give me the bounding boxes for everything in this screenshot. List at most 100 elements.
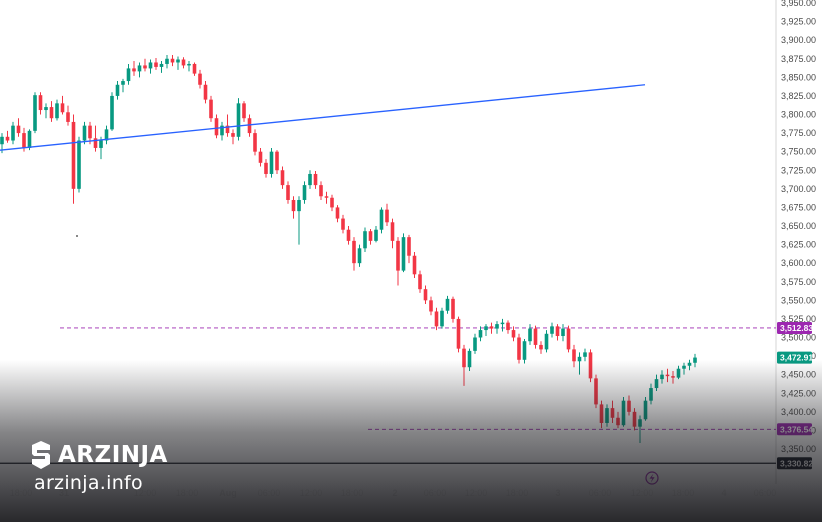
time-tick-label: 06:00 [589,488,612,498]
time-tick-label: 31 [59,488,69,498]
price-tag-label: 3,330.82 [780,458,813,468]
candle [533,325,538,349]
candle [198,69,202,89]
candle [176,56,180,70]
candle [319,181,323,200]
price-tick-label: 3,725.00 [781,165,816,175]
price-tick-label: 3,900.00 [781,35,816,45]
candle [154,58,158,70]
candle [159,60,164,73]
price-tick-label: 3,875.00 [781,54,816,64]
candle [66,105,70,126]
price-tick-label: 3,775.00 [781,128,816,138]
price-tick-label: 3,800.00 [781,110,816,120]
trendline-group[interactable] [0,84,646,151]
candle [209,95,213,122]
candle [269,147,274,178]
candle [412,252,417,279]
candle [335,205,340,223]
candle [242,101,246,122]
candle [258,147,263,167]
candle [60,95,65,115]
candle [71,114,76,204]
candle [539,341,543,354]
candle [401,233,406,273]
candle [374,226,378,243]
price-tick-label: 3,925.00 [781,17,816,27]
candle [511,326,516,342]
candle [495,321,499,334]
candle [588,349,593,383]
candle [407,234,411,264]
price-tick-label: 3,600.00 [781,258,816,268]
candle [489,322,494,334]
price-tag: 3,376.54 [777,423,813,436]
candle [280,166,285,189]
time-tick-label: 12:00 [300,488,323,498]
candle [214,114,219,139]
candle [308,170,312,189]
candle [555,324,560,341]
candle [93,125,98,152]
time-tick-label: 2 [392,488,397,498]
time-tick-label: 4 [721,488,726,498]
candle [55,99,59,121]
candle [49,101,54,122]
trendline[interactable] [0,84,646,151]
price-tick-label: 3,500.00 [781,333,816,343]
candle [429,296,433,316]
candle [484,324,488,337]
candle [566,325,571,353]
candle [170,55,175,67]
price-tick-label: 3,550.00 [781,295,816,305]
price-tick-label: 3,650.00 [781,221,816,231]
price-tick-label: 3,750.00 [781,147,816,157]
candle [346,226,351,245]
candle [11,121,15,145]
candle [187,60,191,72]
candle [550,322,554,338]
price-tick-label: 3,700.00 [781,184,816,194]
price-tick-label: 3,625.00 [781,240,816,250]
price-tag: 3,512.83 [777,321,813,334]
candle [478,326,483,342]
candle [379,207,384,234]
candle [33,92,37,134]
candle [143,58,147,72]
candle [247,114,252,137]
candle [324,191,329,204]
candle [473,333,477,354]
candle [434,307,439,331]
time-tick-label: 12:00 [465,488,488,498]
time-tick-label: 12:00 [134,488,157,498]
candle [82,121,87,145]
time-tick-label: 18:00 [672,488,695,498]
candle [506,320,510,334]
candle [357,244,362,267]
candle [621,396,626,427]
time-tick-label: Aug [219,488,237,498]
candle [352,237,356,271]
candle [456,316,461,353]
price-tag-label: 3,376.54 [780,424,813,434]
candle [528,324,532,345]
candle [423,285,428,305]
price-tick-label: 3,950.00 [781,0,816,8]
price-tick-label: 3,850.00 [781,72,816,82]
candle [341,214,345,234]
price-tag: 3,472.91 [777,351,813,364]
candle [148,59,153,74]
candle [126,63,131,85]
price-tick-label: 3,575.00 [781,277,816,287]
time-tick-label: 12:00 [631,488,654,498]
price-tick-label: 3,675.00 [781,202,816,212]
candle [297,196,301,245]
price-tick-label: 3,425.00 [781,388,816,398]
candle [583,348,587,362]
price-tag-label: 3,512.83 [780,323,813,333]
candle [115,81,120,100]
candle [132,60,136,76]
candle [236,98,241,141]
